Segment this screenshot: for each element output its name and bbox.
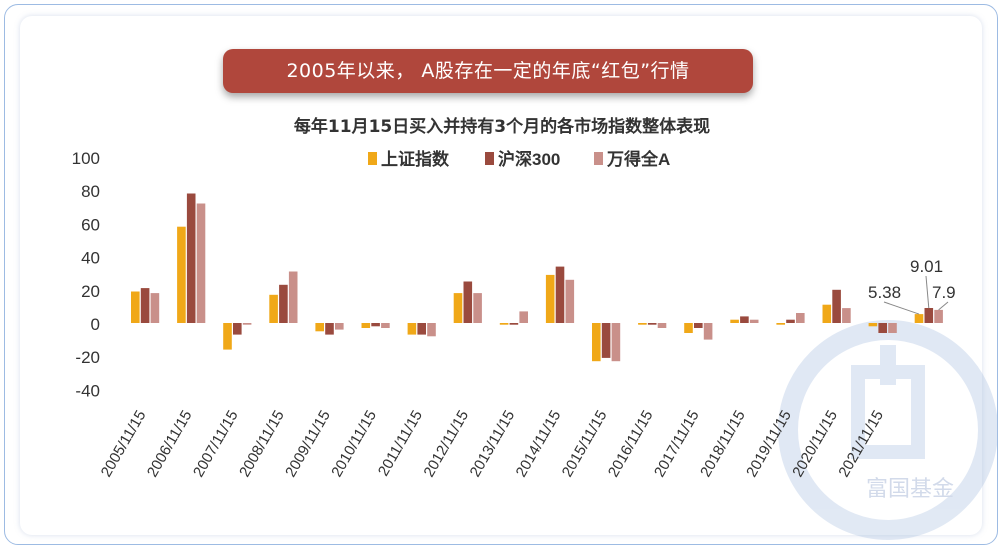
bar-hs300: [140, 288, 150, 323]
bar-hs300: [186, 193, 196, 323]
bar-wind-all-a: [657, 323, 667, 328]
y-tick-label: 20: [81, 282, 100, 301]
bar-wind-all-a: [703, 323, 713, 340]
bar-shangzheng: [269, 294, 278, 323]
bar-wind-all-a: [519, 311, 528, 323]
bar-hs300: [878, 323, 887, 333]
bar-hs300: [647, 323, 657, 325]
data-label-leader: [883, 301, 920, 315]
bar-shangzheng: [131, 291, 140, 323]
bar-wind-all-a: [611, 323, 621, 362]
bar-hs300: [371, 323, 380, 327]
bar-wind-all-a: [381, 323, 390, 328]
y-tick-label: 80: [81, 182, 100, 201]
legend-swatch: [485, 152, 494, 165]
fund-logo-watermark: 富国基金: [778, 320, 998, 540]
bar-shangzheng: [730, 319, 739, 323]
bar-hs300: [740, 316, 749, 323]
bar-shangzheng: [592, 323, 601, 362]
x-tick-label: 2014/11/15: [513, 408, 565, 481]
y-tick-label: 40: [81, 249, 100, 268]
bar-shangzheng: [177, 226, 186, 323]
x-tick-label: 2005/11/15: [98, 408, 150, 481]
bar-wind-all-a: [934, 309, 943, 323]
x-tick-label: 2011/11/15: [375, 408, 426, 480]
x-tick-label: 2006/11/15: [144, 408, 196, 481]
bar-hs300: [279, 284, 288, 323]
bar-wind-all-a: [150, 293, 160, 323]
bar-shangzheng: [776, 323, 785, 325]
bar-shangzheng: [638, 323, 647, 325]
bar-wind-all-a: [796, 313, 805, 323]
data-label: 9.01: [910, 257, 943, 276]
bar-shangzheng: [407, 323, 417, 335]
chart-title: 每年11月15日买入并持有3个月的各市场指数整体表现: [293, 117, 711, 137]
bar-hs300: [509, 323, 519, 325]
bar-hs300: [694, 323, 703, 328]
data-label-leader: [938, 301, 949, 311]
bar-shangzheng: [315, 323, 324, 332]
legend-swatch: [368, 152, 377, 165]
legend-swatch: [594, 152, 603, 165]
bar-shangzheng: [499, 323, 509, 325]
y-tick-label: -20: [75, 348, 100, 367]
x-tick-label: 2009/11/15: [282, 408, 334, 481]
bar-hs300: [924, 308, 934, 323]
x-tick-label: 2018/11/15: [697, 408, 749, 481]
bar-shangzheng: [914, 314, 924, 323]
bar-wind-all-a: [749, 319, 759, 323]
data-label: 7.9: [932, 283, 956, 302]
legend-label: 上证指数: [381, 149, 450, 169]
bar-wind-all-a: [427, 323, 436, 337]
bar-hs300: [325, 323, 334, 335]
y-tick-label: 0: [91, 315, 100, 334]
banner-title: 2005年以来， A股存在一定的年底“红包”行情: [223, 49, 753, 93]
legend-label: 万得全A: [606, 149, 670, 169]
bar-hs300: [417, 323, 426, 335]
watermark-text: 富国基金: [866, 477, 954, 502]
bar-hs300: [233, 323, 242, 335]
bar-shangzheng: [822, 304, 832, 323]
x-tick-label: 2007/11/15: [190, 408, 242, 481]
bar-hs300: [555, 266, 565, 323]
bar-wind-all-a: [196, 203, 206, 323]
bar-shangzheng: [545, 274, 555, 323]
bar-shangzheng: [684, 323, 693, 333]
bar-hs300: [832, 289, 841, 323]
data-label: 5.38: [868, 283, 901, 302]
bar-wind-all-a: [888, 323, 897, 333]
x-tick-label: 2012/11/15: [420, 408, 472, 481]
x-tick-label: 2010/11/15: [328, 408, 380, 481]
x-tick-label: 2013/11/15: [467, 408, 519, 481]
bar-wind-all-a: [565, 279, 575, 323]
y-tick-label: 100: [72, 149, 100, 168]
bar-hs300: [786, 319, 795, 323]
bar-shangzheng: [868, 323, 878, 327]
data-label-leader: [925, 275, 930, 309]
y-tick-label: 60: [81, 215, 100, 234]
y-tick-label: -40: [75, 381, 100, 400]
bar-shangzheng: [361, 323, 371, 328]
bar-wind-all-a: [473, 293, 482, 323]
bar-wind-all-a: [335, 323, 344, 330]
bar-wind-all-a: [242, 323, 252, 325]
legend-label: 沪深300: [498, 149, 560, 169]
x-tick-label: 2016/11/15: [605, 408, 657, 481]
x-tick-label: 2008/11/15: [236, 408, 288, 481]
x-tick-label: 2017/11/15: [651, 408, 703, 481]
bar-hs300: [601, 323, 611, 358]
x-tick-label: 2015/11/15: [559, 408, 611, 481]
bar-shangzheng: [453, 293, 463, 323]
bar-wind-all-a: [842, 308, 851, 323]
bar-hs300: [463, 281, 473, 323]
bar-wind-all-a: [288, 271, 298, 323]
bar-shangzheng: [223, 323, 232, 350]
